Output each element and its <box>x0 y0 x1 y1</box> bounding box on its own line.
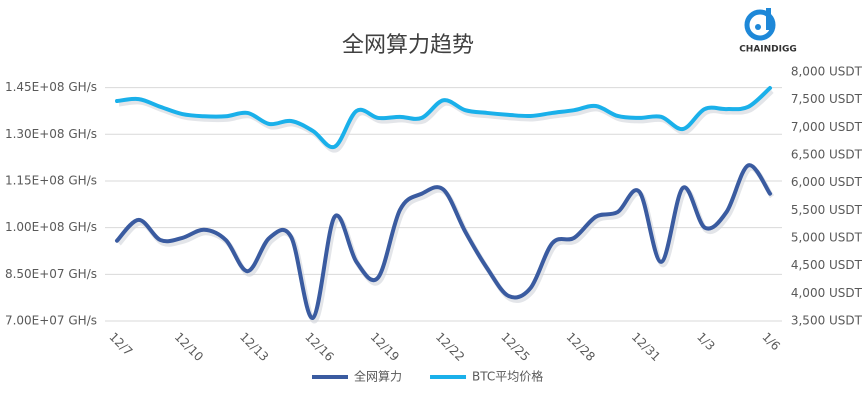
series-line <box>115 163 772 320</box>
logo: CHAINDIGG <box>739 8 797 55</box>
x-tick-label: 12/25 <box>498 330 532 364</box>
x-tick-label: 12/31 <box>629 330 663 364</box>
y2-tick-label: 6,000 USDT <box>791 175 863 189</box>
y-tick-label: 1.00E+08 GH/s <box>5 220 97 234</box>
x-tick-label: 12/10 <box>172 330 206 364</box>
x-tick-label: 12/22 <box>433 330 467 364</box>
x-tick-label: 12/19 <box>368 330 402 364</box>
x-tick-label: 12/13 <box>237 330 271 364</box>
y-tick-label: 1.15E+08 GH/s <box>5 173 97 187</box>
y2-tick-label: 3,500 USDT <box>791 314 863 328</box>
y2-tick-label: 7,500 USDT <box>791 92 863 106</box>
y2-tick-label: 8,000 USDT <box>791 65 863 79</box>
y2-tick-label: 7,000 USDT <box>791 120 863 134</box>
y2-tick-label: 5,000 USDT <box>791 231 863 245</box>
y-tick-label: 7.00E+07 GH/s <box>5 314 97 328</box>
x-tick-label: 12/7 <box>106 330 135 359</box>
legend-label: 全网算力 <box>354 369 402 384</box>
logo-dot <box>755 24 761 30</box>
chart-title: 全网算力趋势 <box>342 33 474 58</box>
y2-tick-label: 4,500 USDT <box>791 258 863 272</box>
legend-label: BTC平均价格 <box>472 369 543 384</box>
y-tick-label: 1.45E+08 GH/s <box>5 80 97 94</box>
x-tick-label: 12/28 <box>564 330 598 364</box>
series-line <box>115 86 772 150</box>
logo-text: CHAINDIGG <box>739 45 797 55</box>
y2-tick-label: 6,500 USDT <box>791 148 863 162</box>
logo-bar <box>766 8 771 30</box>
y-tick-label: 8.50E+07 GH/s <box>5 267 97 281</box>
logo-ring <box>744 9 776 41</box>
x-tick-label: 1/6 <box>759 330 783 354</box>
y2-tick-label: 4,000 USDT <box>791 286 863 300</box>
y2-tick-label: 5,500 USDT <box>791 203 863 217</box>
x-tick-label: 1/3 <box>694 330 718 354</box>
x-tick-label: 12/16 <box>302 330 336 364</box>
y-tick-label: 1.30E+08 GH/s <box>5 127 97 141</box>
